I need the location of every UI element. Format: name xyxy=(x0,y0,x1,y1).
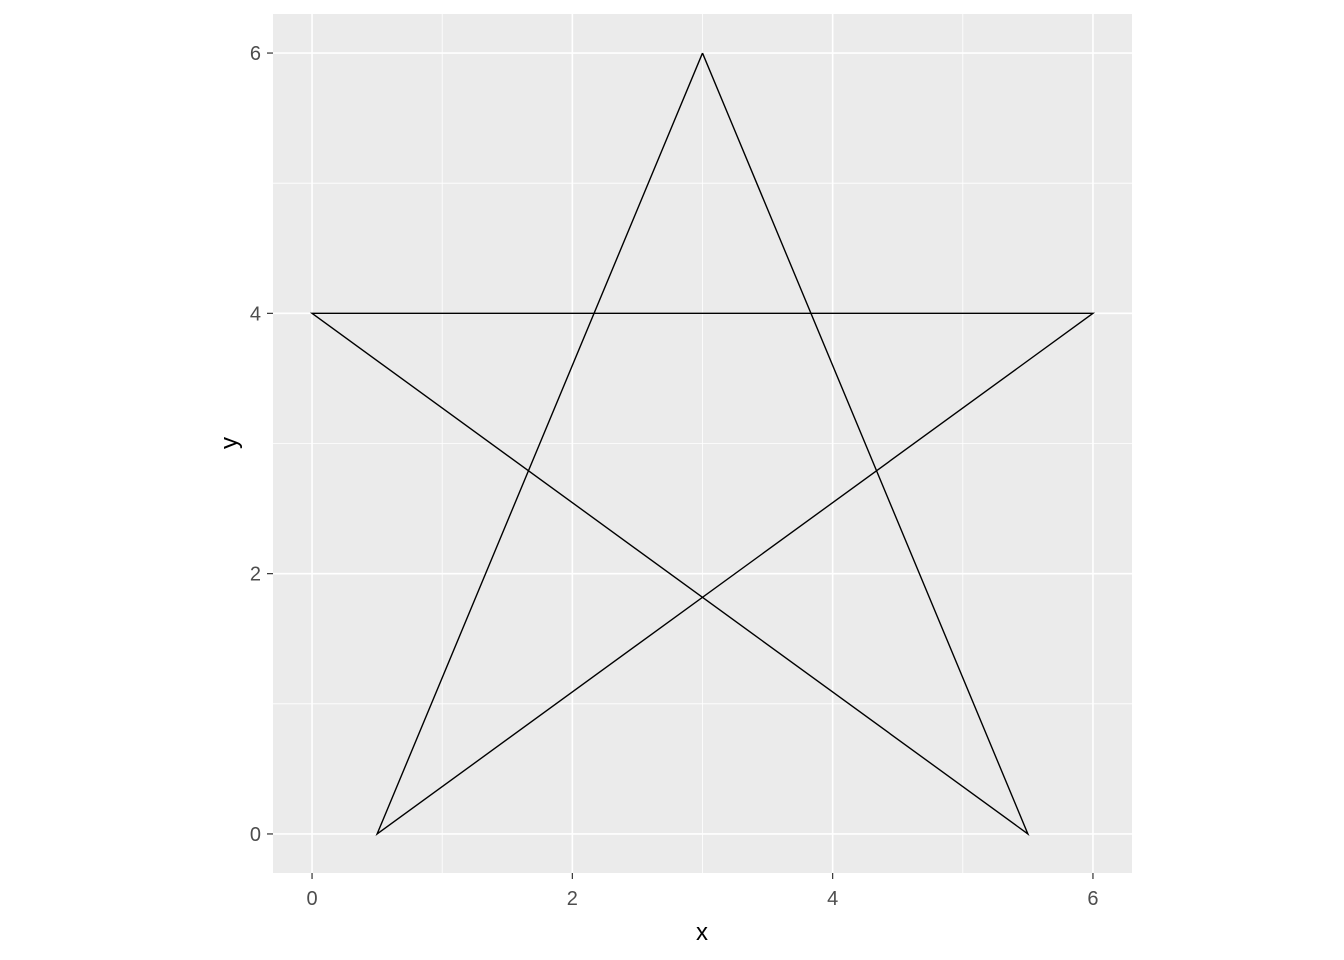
y-axis-title: y xyxy=(216,437,243,449)
series-line-0 xyxy=(309,52,1096,836)
x-tick-label: 6 xyxy=(1087,888,1098,910)
grid-minor xyxy=(273,14,1132,873)
y-tick-label: 0 xyxy=(250,824,261,846)
x-tick-label: 2 xyxy=(567,888,578,910)
y-axis: 0 2 4 6 xyxy=(250,43,273,846)
x-tick-label: 4 xyxy=(827,888,838,910)
x-axis: 0 2 4 6 xyxy=(306,873,1099,910)
y-tick-label: 4 xyxy=(250,303,261,325)
y-tick-label: 6 xyxy=(250,43,261,65)
series-layer xyxy=(309,52,1096,836)
y-tick-label: 2 xyxy=(250,564,261,586)
x-tick-label: 0 xyxy=(306,888,317,910)
grid-major xyxy=(273,14,1132,873)
x-axis-title: x xyxy=(696,919,708,946)
